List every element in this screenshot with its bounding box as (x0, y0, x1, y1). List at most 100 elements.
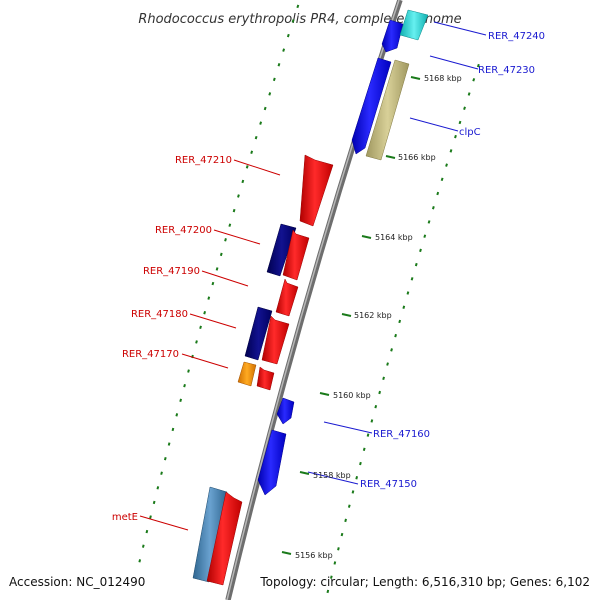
label-rer-47150[interactable]: RER_47150 (360, 479, 417, 490)
gene-steelblue[interactable] (192, 486, 228, 583)
guide-dot (286, 33, 290, 38)
gene-red-small[interactable] (256, 366, 275, 391)
label-rer-47210[interactable]: RER_47210 (175, 155, 232, 166)
guide-dot (458, 120, 462, 125)
guide-dot (259, 121, 263, 125)
guide-dot (163, 456, 167, 461)
gene-rer-47210[interactable] (299, 154, 334, 227)
gene-red-segment[interactable] (261, 315, 290, 365)
guide-dot (351, 490, 355, 494)
gene-rer-47240[interactable] (381, 19, 404, 53)
guide-dot (263, 106, 267, 111)
guide-dot (436, 191, 440, 196)
guide-dot (250, 150, 254, 154)
guide-dot (355, 476, 359, 480)
guide-dot (277, 63, 281, 67)
guide-dot (386, 362, 389, 366)
gene-rer-47170[interactable] (237, 361, 257, 387)
gene-cyan[interactable] (399, 9, 429, 41)
guide-dot (195, 340, 198, 344)
guide-dot (215, 267, 219, 271)
scale-label-5158: 5158 kbp (313, 471, 351, 480)
callout-lines (139, 21, 487, 531)
guide-dot (347, 504, 351, 508)
guide-dot (160, 471, 163, 475)
scale-label-5160: 5160 kbp (333, 391, 371, 400)
guide-dot (171, 427, 175, 432)
guide-dot (326, 589, 330, 594)
label-rer-47200[interactable]: RER_47200 (155, 225, 212, 236)
guide-dot (237, 194, 240, 198)
guide-dot (224, 238, 227, 242)
guide-dot (454, 134, 457, 139)
gene-clpc[interactable] (365, 59, 410, 161)
guide-dot (463, 106, 466, 110)
guide-dot (156, 486, 160, 490)
guide-dot (211, 281, 215, 286)
gene-rer-47190-forward[interactable] (282, 229, 310, 281)
label-rer-47160[interactable]: RER_47160 (373, 429, 430, 440)
label-rer-47240[interactable]: RER_47240 (488, 31, 545, 42)
guide-dot (175, 413, 179, 417)
gene-rer-47160[interactable] (276, 397, 295, 425)
gene-rer-47180-forward[interactable] (275, 278, 299, 317)
guide-dot (203, 311, 207, 315)
guide-dot (219, 252, 223, 257)
guide-dot (241, 179, 245, 184)
guide-dot (245, 165, 249, 169)
gene-rer-47180-reverse[interactable] (244, 306, 273, 361)
guide-dot (366, 433, 370, 437)
topology-text: Topology: circular; Length: 6,516,310 bp… (259, 575, 590, 589)
scale-label-5162: 5162 kbp (354, 311, 392, 320)
guide-dot (344, 518, 347, 523)
guide-dot (467, 92, 471, 96)
guide-dot (149, 515, 152, 519)
guide-dot (291, 19, 295, 23)
guide-dot (183, 383, 186, 388)
guide-dot (406, 291, 410, 295)
guide-dot (440, 177, 444, 182)
guide-dot (410, 277, 414, 281)
guide-dot (431, 206, 435, 210)
scale-label-5168: 5168 kbp (424, 74, 462, 83)
gene-rer-47150[interactable] (257, 429, 287, 496)
guide-dot (402, 305, 406, 309)
guide-dot (272, 77, 276, 82)
label-rer-47170[interactable]: RER_47170 (122, 349, 179, 360)
guide-dot (398, 319, 402, 324)
scale-label-5164: 5164 kbp (375, 233, 413, 242)
guide-dot (382, 376, 385, 380)
label-mete[interactable]: metE (112, 512, 138, 523)
guide-tracks (138, 4, 480, 594)
guide-dot (179, 398, 183, 402)
guide-dot (138, 559, 142, 563)
gene-rer-47230[interactable] (351, 57, 392, 155)
gene-rer-47200-reverse[interactable] (266, 223, 297, 277)
guide-dot (390, 348, 393, 352)
guide-dot (141, 544, 145, 548)
guide-dot (254, 135, 258, 140)
guide-dot (333, 561, 337, 565)
guide-dot (476, 63, 480, 68)
guide-dot (152, 500, 156, 505)
guide-dot (199, 325, 202, 330)
guide-dot (207, 296, 211, 300)
guide-dot (427, 220, 431, 224)
guide-dot (472, 78, 476, 82)
label-clpc[interactable]: clpC (459, 127, 481, 138)
map-title: Rhodococcus erythropolis PR4, complete g… (138, 12, 461, 27)
guide-dot (296, 4, 300, 9)
label-rer-47190[interactable]: RER_47190 (143, 266, 200, 277)
label-rer-47230[interactable]: RER_47230 (478, 65, 535, 76)
guide-dot (340, 532, 344, 537)
guide-dot (268, 92, 272, 96)
gene-mete[interactable] (206, 491, 243, 586)
guide-dot (330, 575, 333, 579)
guide-dot (187, 369, 190, 373)
guide-dot (282, 48, 286, 52)
guide-dot (423, 234, 427, 238)
guide-dot (370, 419, 374, 423)
guide-dot (449, 149, 453, 153)
label-rer-47180[interactable]: RER_47180 (131, 309, 188, 320)
